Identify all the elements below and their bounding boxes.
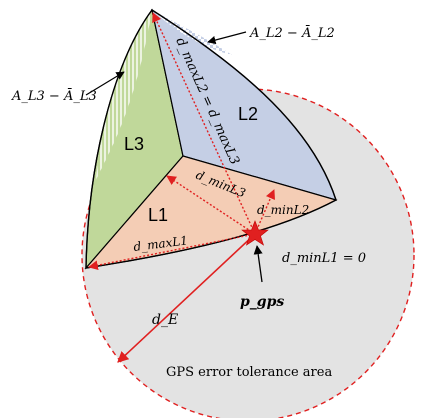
label-pgps: p_gps — [240, 294, 284, 310]
label-al2: A_L2 − Ā_L2 — [249, 25, 335, 41]
label-l2: L2 — [238, 104, 258, 124]
de-line — [117, 233, 256, 363]
label-al3: A_L3 − Ā_L3 — [11, 88, 97, 104]
label-tolerance: GPS error tolerance area — [166, 365, 332, 380]
label-l3: L3 — [124, 134, 144, 154]
pgps-pointer — [253, 245, 263, 283]
label-de: d_E — [152, 312, 178, 328]
gps-star-icon — [241, 220, 269, 246]
label-dminl1: d_minL1 = 0 — [282, 251, 366, 266]
al3-pointer — [85, 71, 125, 96]
dmaxl2-line — [152, 12, 256, 235]
label-dmaxl1: d_maxL1 — [133, 233, 189, 254]
hatched-al3 — [96, 10, 152, 180]
dminl3-line — [166, 175, 256, 235]
dmaxl1-line — [88, 233, 256, 271]
label-l1: L1 — [148, 205, 168, 225]
label-dminl2: d_minL2 — [257, 203, 309, 217]
al2-pointer — [207, 31, 247, 45]
